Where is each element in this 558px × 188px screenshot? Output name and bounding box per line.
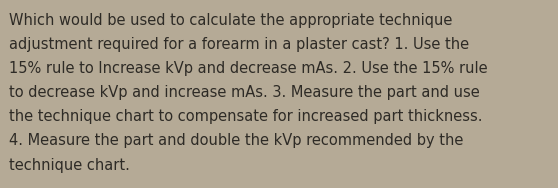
Text: to decrease kVp and increase mAs. 3. Measure the part and use: to decrease kVp and increase mAs. 3. Mea… [9, 85, 480, 100]
Text: 4. Measure the part and double the kVp recommended by the: 4. Measure the part and double the kVp r… [9, 133, 463, 149]
Text: the technique chart to compensate for increased part thickness.: the technique chart to compensate for in… [9, 109, 483, 124]
Text: 15% rule to Increase kVp and decrease mAs. 2. Use the 15% rule: 15% rule to Increase kVp and decrease mA… [9, 61, 488, 76]
Text: technique chart.: technique chart. [9, 158, 130, 173]
Text: Which would be used to calculate the appropriate technique: Which would be used to calculate the app… [9, 13, 453, 28]
Text: adjustment required for a forearm in a plaster cast? 1. Use the: adjustment required for a forearm in a p… [9, 37, 469, 52]
